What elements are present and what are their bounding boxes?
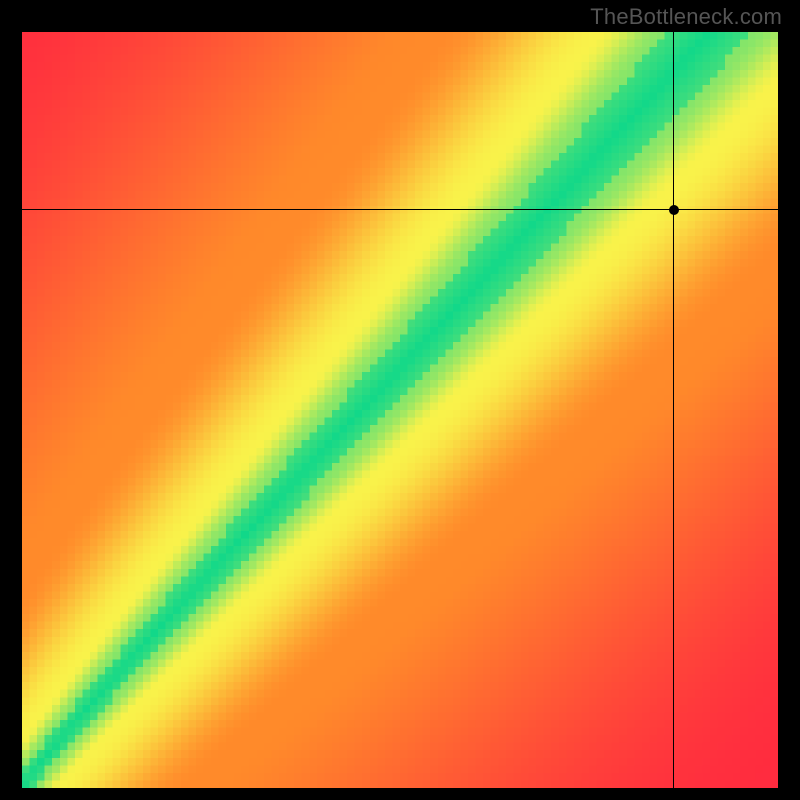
- crosshair-horizontal: [22, 209, 778, 210]
- bottleneck-heatmap: [22, 32, 778, 788]
- crosshair-vertical: [673, 32, 674, 788]
- watermark-text: TheBottleneck.com: [590, 4, 782, 30]
- selection-marker[interactable]: [669, 205, 679, 215]
- chart-container: TheBottleneck.com: [0, 0, 800, 800]
